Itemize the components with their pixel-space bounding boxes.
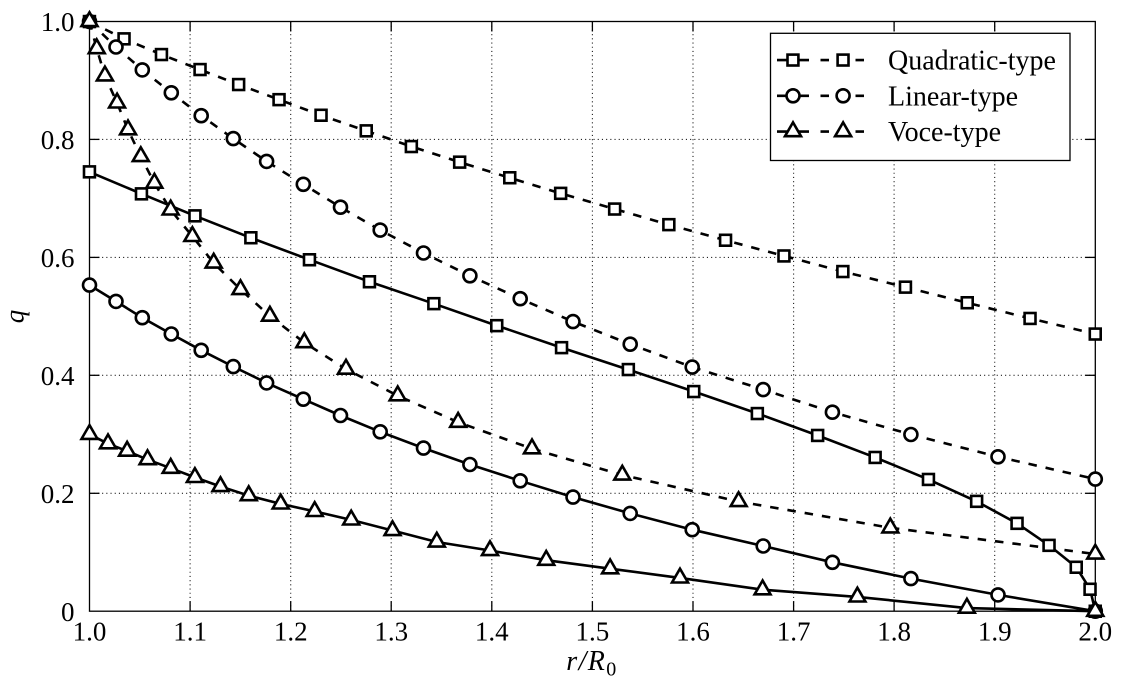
svg-text:1.0: 1.0 [73, 617, 107, 647]
svg-text:1.2: 1.2 [274, 617, 308, 647]
svg-text:1.8: 1.8 [877, 617, 911, 647]
svg-text:2.0: 2.0 [1078, 617, 1112, 647]
svg-text:1.9: 1.9 [978, 617, 1012, 647]
svg-text:0.6: 0.6 [41, 243, 75, 273]
svg-text:1.0: 1.0 [41, 7, 75, 37]
svg-text:0.2: 0.2 [41, 479, 75, 509]
svg-text:1.3: 1.3 [374, 617, 408, 647]
svg-text:1.7: 1.7 [777, 617, 811, 647]
svg-text:1.6: 1.6 [676, 617, 710, 647]
svg-text:Linear-type: Linear-type [888, 81, 1018, 112]
svg-text:1.4: 1.4 [475, 617, 509, 647]
svg-text:Voce-type: Voce-type [888, 117, 1001, 148]
svg-text:0: 0 [61, 597, 75, 627]
svg-text:r/R0: r/R0 [566, 646, 617, 681]
svg-text:q: q [0, 310, 30, 324]
svg-text:1.1: 1.1 [173, 617, 207, 647]
svg-text:0.4: 0.4 [41, 361, 75, 391]
svg-text:0.8: 0.8 [41, 125, 75, 155]
svg-text:Quadratic-type: Quadratic-type [888, 46, 1056, 77]
svg-text:1.5: 1.5 [576, 617, 610, 647]
